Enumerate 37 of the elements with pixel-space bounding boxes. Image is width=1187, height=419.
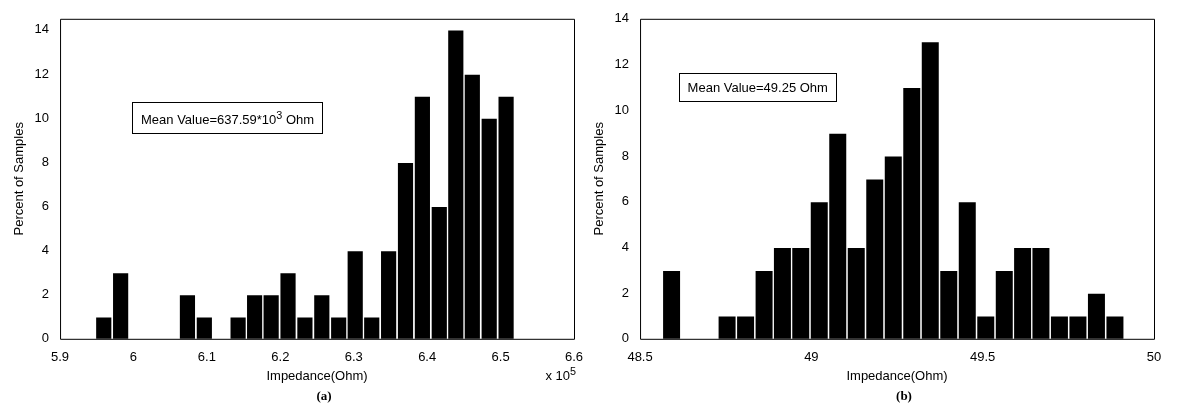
text: (b) (895, 388, 913, 404)
y-tick-label: 12 (614, 56, 630, 72)
y-tick-label: 10 (34, 109, 50, 125)
y-axis-title: Percent of Samples (591, 121, 607, 236)
x-tick-label: 6.3 (344, 349, 363, 365)
y-tick-label: 6 (41, 197, 50, 213)
x-tick-label: 6.2 (271, 349, 290, 365)
y-tick-label: 2 (621, 284, 630, 300)
x-tick-label: 49.5 (970, 349, 996, 365)
y-tick-label: 0 (41, 330, 50, 346)
x-tick-label: 6.5 (491, 349, 510, 365)
x-tick-label: 6.6 (564, 349, 584, 365)
x-tick-label: 48.5 (627, 349, 653, 365)
y-tick-label: 10 (614, 101, 630, 117)
y-tick-label: 14 (34, 21, 50, 37)
x-axis-title: Impedance(Ohm) (266, 367, 368, 383)
text: x 10$^{5}$ (545, 364, 576, 384)
x-tick-label: 6.4 (418, 349, 437, 365)
annotation: Mean Value=49.25 Ohm (678, 73, 837, 103)
y-tick-label: 6 (621, 193, 630, 209)
y-tick-label: 14 (614, 10, 630, 26)
y-tick-label: 8 (41, 153, 50, 169)
y-tick-label: 12 (34, 65, 50, 81)
y-tick-label: 2 (41, 286, 50, 302)
x-tick-label: 6 (129, 349, 138, 365)
y-tick-label: 0 (621, 330, 630, 346)
x-tick-label: 49 (804, 349, 819, 365)
x-axis-title: Impedance(Ohm) (846, 367, 948, 383)
x-tick-label: 6.1 (197, 349, 216, 365)
annotation: Mean Value=637.59*10$^{3}$ Ohm (132, 102, 324, 135)
x-tick-label: 50 (1146, 349, 1162, 365)
y-axis-title: Percent of Samples (11, 121, 27, 236)
x-tick-label: 5.9 (51, 349, 70, 365)
y-tick-label: 4 (41, 242, 50, 258)
y-tick-label: 8 (621, 147, 630, 163)
text: (a) (315, 388, 333, 404)
y-tick-label: 4 (621, 238, 630, 254)
